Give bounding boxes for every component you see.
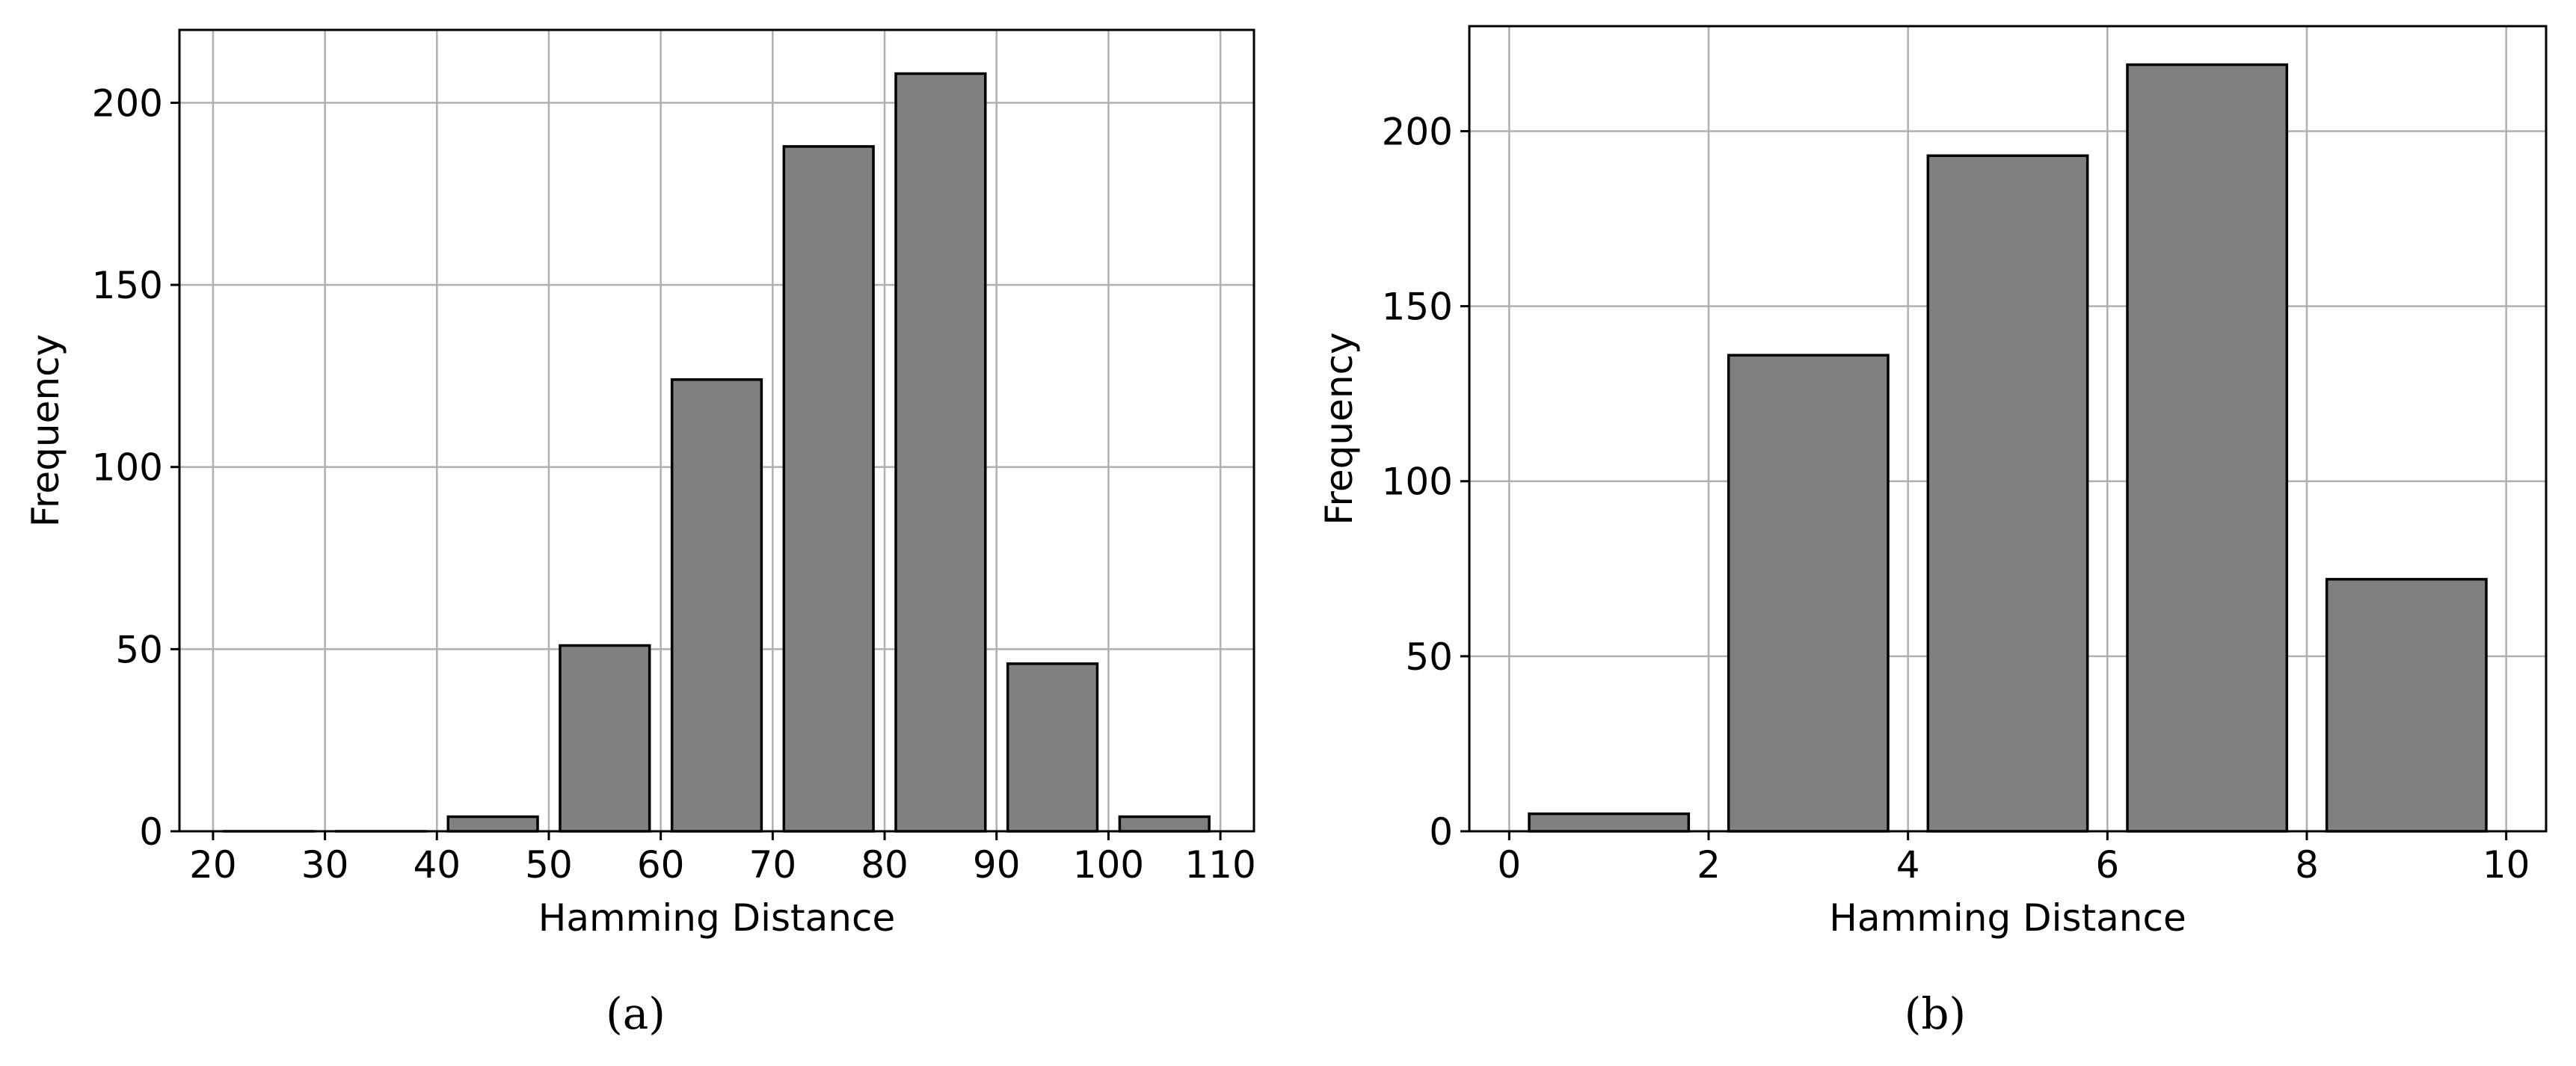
y-tick-label: 0 — [1429, 810, 1453, 854]
x-tick-label: 40 — [413, 843, 461, 887]
bar — [670, 378, 763, 833]
bar — [1118, 815, 1211, 833]
bar — [782, 145, 875, 833]
x-tick-label: 8 — [2295, 843, 2319, 887]
x-tick-label: 90 — [973, 843, 1021, 887]
bar — [2325, 578, 2488, 833]
x-tick-label: 70 — [749, 843, 797, 887]
y-tick-label: 0 — [139, 810, 163, 854]
y-tick-label: 50 — [1405, 635, 1453, 679]
y-axis-label: Frequency — [1318, 332, 1361, 525]
x-tick-label: 80 — [861, 843, 909, 887]
x-tick-label: 4 — [1896, 843, 1920, 887]
x-tick-label: 10 — [2483, 843, 2530, 887]
x-tick-label: 110 — [1184, 843, 1255, 887]
y-tick-label: 200 — [92, 81, 163, 125]
panel-b-caption: (b) — [1905, 988, 1966, 1039]
y-tick-label: 100 — [1382, 460, 1453, 504]
bar — [1727, 354, 1890, 833]
axes-frame — [1468, 25, 2548, 833]
x-tick-label: 100 — [1073, 843, 1144, 887]
bar — [894, 72, 987, 833]
bar — [2126, 63, 2289, 833]
bar — [1006, 662, 1099, 833]
y-tick-label: 200 — [1382, 110, 1453, 153]
x-axis-label: Hamming Distance — [538, 896, 896, 940]
axes-frame — [178, 28, 1255, 833]
bar — [1926, 154, 2089, 833]
y-tick-label: 150 — [92, 264, 163, 307]
y-axis-label: Frequency — [24, 334, 67, 527]
x-axis-label: Hamming Distance — [1829, 896, 2186, 940]
y-tick-label: 50 — [115, 628, 163, 671]
chart-panel-a: 20 30 40 50 60 70 80 90 100 110 0 50 100 150 200 Hammin… — [24, 28, 1256, 940]
y-tick-label: 100 — [92, 446, 163, 490]
x-tick-label: 50 — [525, 843, 573, 887]
panel-a-caption: (a) — [606, 988, 665, 1039]
x-tick-label: 6 — [2095, 843, 2119, 887]
x-tick-label: 60 — [637, 843, 685, 887]
x-tick-label: 2 — [1697, 843, 1721, 887]
x-tick-label: 30 — [301, 843, 349, 887]
bar — [559, 644, 651, 833]
bar — [1528, 812, 1691, 833]
y-tick-label: 150 — [1382, 286, 1453, 329]
bar — [446, 815, 539, 833]
x-tick-label: 0 — [1497, 843, 1521, 887]
x-tick-label: 20 — [189, 843, 237, 887]
